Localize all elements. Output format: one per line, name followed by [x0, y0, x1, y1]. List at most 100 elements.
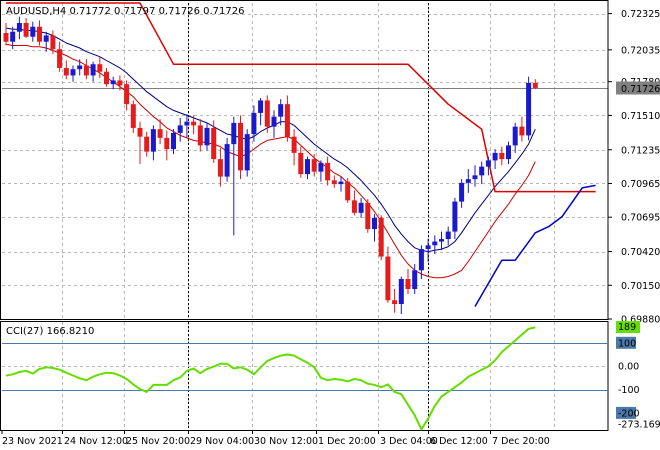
candle-bear: [392, 300, 398, 305]
candle-bear: [23, 22, 29, 37]
candle-bull: [110, 80, 116, 85]
cci-value-tag: [616, 321, 640, 333]
candle-bear: [345, 181, 351, 201]
candle-bull: [472, 175, 478, 180]
candle-bear: [57, 49, 63, 68]
candle-bull: [398, 279, 404, 305]
cci-tick-label: -273.1698: [618, 420, 660, 431]
candle-bull: [77, 65, 83, 70]
candle-bull: [485, 160, 491, 167]
cci-panel-frame: [0, 321, 609, 431]
candle-bear: [63, 67, 69, 76]
candle-bull: [224, 144, 230, 177]
candle-bull: [258, 100, 264, 113]
candle-bull: [459, 182, 465, 202]
candle-bear: [311, 159, 317, 172]
symbol-label: AUDUSD,H4: [6, 6, 66, 17]
candle-bear: [365, 202, 371, 230]
cci-tick-label: 0.00: [618, 362, 639, 373]
candle-bear: [217, 159, 223, 177]
candle-bull: [412, 270, 418, 290]
candle-bear: [37, 26, 42, 42]
ohlc-value: 0.71772: [69, 6, 110, 17]
session-separators: [188, 3, 429, 430]
candle-bull: [338, 181, 344, 185]
candle-bull: [526, 82, 532, 136]
candle-bull: [43, 35, 49, 42]
price-tick-label: 0.70965: [621, 179, 660, 190]
candle-bull: [418, 249, 424, 271]
candle-bear: [298, 152, 304, 175]
candle-bull: [177, 125, 183, 133]
candle-bear: [3, 32, 9, 42]
cci-level-tag: [616, 406, 636, 419]
candle-bull: [171, 132, 176, 150]
cci-level-tag: [616, 336, 636, 349]
price-tick-label: 0.72035: [621, 45, 660, 56]
candle-bear: [164, 137, 170, 150]
candle-bull: [10, 31, 16, 42]
candle-bull: [318, 162, 324, 172]
candle-bull: [30, 26, 36, 37]
last-price-label: 0.71726: [621, 84, 660, 95]
price-tick-label: 0.71510: [621, 111, 660, 122]
candle-bear: [238, 122, 243, 171]
candle-bear: [197, 125, 203, 146]
candle-bull: [90, 64, 96, 76]
candle-bear: [519, 126, 525, 136]
candle-bear: [50, 35, 56, 50]
time-tick-label: 6 Dec 12:00: [430, 436, 488, 447]
candle-bear: [117, 80, 123, 86]
candle-bull: [16, 22, 22, 32]
candle-bull: [251, 112, 257, 135]
candle-bear: [157, 129, 163, 138]
candle-bear: [104, 71, 109, 85]
price-tick-label: 0.70420: [621, 247, 660, 258]
time-tick-label: 23 Nov 2021: [2, 436, 63, 447]
candle-bear: [83, 65, 89, 76]
time-tick-label: 1 Dec 20:00: [318, 436, 376, 447]
candle-bear: [130, 104, 136, 128]
candle-bear: [291, 136, 297, 153]
candle-bull: [425, 245, 431, 250]
candle-bear: [532, 82, 538, 88]
candle-bull: [184, 121, 190, 126]
candle-bear: [264, 100, 270, 127]
price-tick-label: 0.69880: [621, 315, 660, 326]
candle-bull: [278, 104, 284, 117]
candle-bear: [351, 200, 357, 213]
moving-average-blue: [5, 27, 536, 253]
ohlc-value: 0.71726: [203, 6, 244, 17]
candle-bear: [499, 152, 505, 160]
candle-bull: [305, 159, 310, 175]
ohlc-value: 0.71726: [159, 6, 200, 17]
candle-bull: [204, 127, 210, 146]
time-tick-label: 30 Nov 12:00: [254, 436, 318, 447]
candle-bull: [231, 122, 237, 145]
cci-tick-label: 100: [618, 338, 636, 349]
time-tick-label: 24 Nov 12:00: [64, 436, 128, 447]
time-tick-label: 3 Dec 04:00: [380, 436, 438, 447]
candle-bear: [284, 104, 290, 137]
candle-bull: [452, 201, 458, 232]
candle-bull: [432, 241, 438, 246]
candle-bull: [372, 217, 377, 230]
main-panel-frame: [0, 0, 609, 320]
candle-bear: [211, 127, 217, 160]
time-tick-label: 7 Dec 20:00: [492, 436, 550, 447]
time-tick-label: 25 Nov 20:00: [126, 436, 190, 447]
candle-bull: [506, 145, 511, 160]
price-tick-label: 0.70150: [621, 281, 660, 292]
candle-bull: [465, 179, 471, 183]
candles: [3, 16, 538, 315]
cci-tick-label: -100: [618, 385, 640, 396]
candle-bear: [325, 162, 331, 181]
candle-bull: [492, 152, 498, 161]
candle-bear: [97, 64, 103, 72]
candle-bull: [445, 231, 451, 240]
candle-bull: [512, 126, 518, 146]
candle-bull: [439, 239, 444, 242]
candle-bull: [479, 166, 485, 176]
